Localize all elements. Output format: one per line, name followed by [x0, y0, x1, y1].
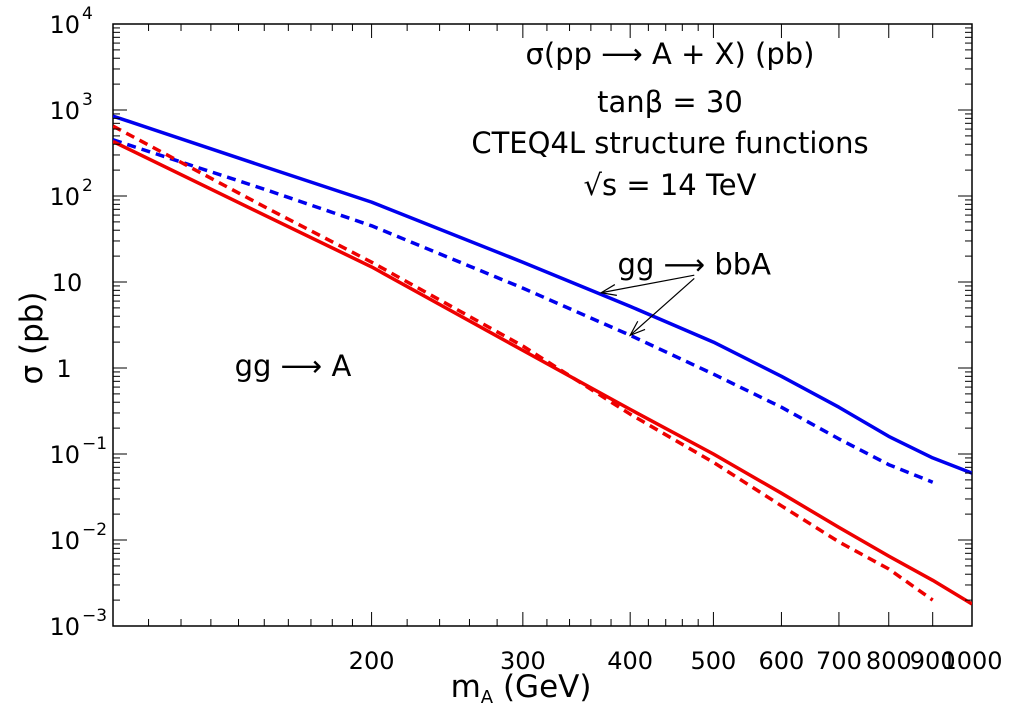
x-axis-label-subscript: A	[481, 687, 494, 707]
series-line-0	[113, 114, 972, 475]
axis-labels: mA (GeV) σ (pb)	[14, 291, 591, 707]
series-line-2	[113, 139, 972, 606]
y-axis-label: σ (pb)	[14, 291, 50, 384]
plot-border	[112, 23, 973, 627]
tick-group: 200 300 400 500 600 700 800900100010−310−210−1…	[49, 4, 1002, 675]
x-axis-label: mA (GeV)	[451, 669, 592, 707]
annotation-label-1: gg ⟶ A	[235, 349, 352, 383]
x-axis-label-main: m	[451, 669, 481, 705]
x-tick-label: 600	[759, 647, 805, 675]
y-tick-label: 10	[49, 613, 80, 641]
title-line-0: σ(pp ⟶ A + X) (pb)	[526, 37, 815, 71]
y-tick-label: 10	[49, 441, 80, 469]
y-tick-exponent: −3	[82, 606, 107, 626]
y-tick-label: 10	[49, 11, 80, 39]
y-tick-exponent: 3	[82, 90, 93, 110]
x-tick-label: 200	[349, 647, 395, 675]
y-tick-label: 10	[52, 269, 83, 297]
annotation-arrowhead-0	[599, 284, 617, 296]
plot-frame	[112, 23, 973, 627]
x-tick-label: 700	[816, 647, 862, 675]
y-tick-label: 10	[49, 183, 80, 211]
annotation-arrow-0	[600, 274, 695, 294]
title-line-2: CTEQ4L structure functions	[471, 126, 868, 160]
x-tick-label: 300	[500, 647, 546, 675]
y-tick-exponent: 4	[82, 4, 93, 24]
y-tick-label: 10	[49, 527, 80, 555]
y-tick-exponent: −1	[82, 434, 107, 454]
x-tick-label: 900	[910, 647, 956, 675]
annotation-group: gg ⟶ bbA gg ⟶ A	[235, 247, 772, 383]
series-line-1	[113, 138, 934, 484]
title-line-3: √s = 14 TeV	[584, 168, 757, 202]
y-tick-label: 10	[49, 97, 80, 125]
x-tick-label: 400	[607, 647, 653, 675]
y-tick-exponent: 2	[82, 176, 93, 196]
annotation-arrowhead-1	[628, 320, 646, 337]
y-tick-exponent: −2	[82, 520, 107, 540]
x-tick-label: 500	[691, 647, 737, 675]
annotation-arrow-1	[629, 277, 695, 336]
series-group	[113, 114, 972, 606]
annotation-label-0: gg ⟶ bbA	[618, 247, 772, 281]
series-line-3	[113, 124, 934, 602]
x-tick-label: 800	[866, 647, 912, 675]
title-line-1: tanβ = 30	[597, 85, 743, 119]
y-tick-label: 1	[56, 355, 71, 383]
x-tick-label: 1000	[941, 647, 1002, 675]
annotation-arrows	[599, 274, 695, 337]
x-axis-label-unit: (GeV)	[493, 669, 591, 705]
title-block: σ(pp ⟶ A + X) (pb) tanβ = 30 CTEQ4L struct…	[471, 37, 868, 202]
